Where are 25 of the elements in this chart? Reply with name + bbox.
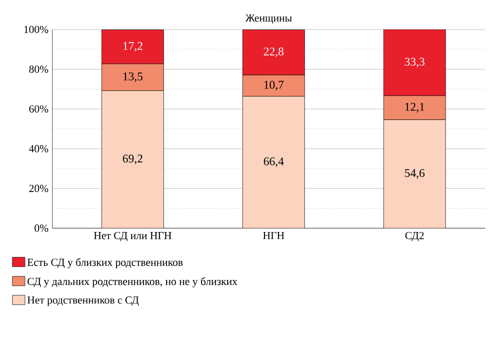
data-label: 33,3 [404, 58, 424, 68]
legend-label: Нет родственников с СД [27, 296, 139, 306]
chart-title: Женщины [245, 14, 292, 24]
data-label: 13,5 [123, 72, 143, 82]
data-label: 54,6 [405, 168, 425, 179]
data-label: 69,2 [122, 154, 142, 164]
x-tick-label: СД2 [405, 232, 424, 242]
data-label: 12,1 [405, 102, 424, 112]
y-tick-label: 60% [29, 105, 48, 112]
y-tick-label: 40% [29, 144, 48, 152]
y-tick-label: 100% [24, 26, 48, 34]
legend-label: СД у дальних родственников, но не у близких [28, 277, 238, 288]
bar [102, 90, 164, 228]
x-tick-label: НГН [263, 232, 284, 239]
legend-label: Есть СД у близких родственников [27, 258, 183, 268]
bar [242, 96, 305, 228]
x-tick-label: Нет СД или НГН [94, 232, 172, 242]
data-label: 66,4 [264, 157, 284, 167]
y-tick-label: 0% [34, 224, 48, 232]
data-label: 22,8 [264, 47, 284, 58]
y-tick-label: 20% [29, 184, 48, 192]
data-label: 10,7 [264, 80, 284, 90]
y-tick-label: 80% [29, 65, 48, 73]
data-label: 17,2 [123, 42, 142, 52]
bar [383, 119, 446, 228]
